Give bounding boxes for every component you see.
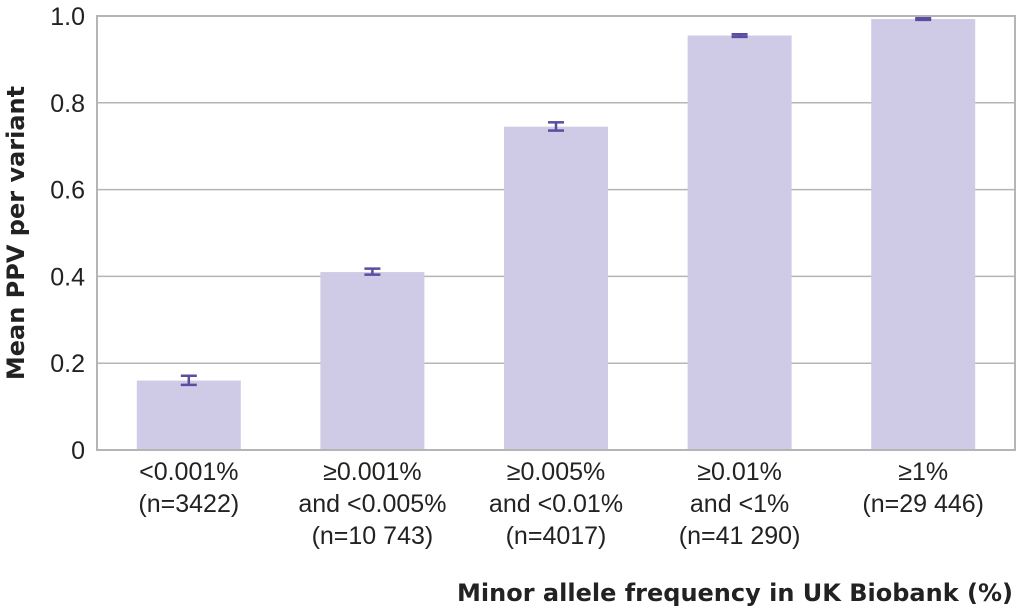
y-tick-label: 0.8: [50, 90, 85, 118]
x-category-label-line: (n=10 743): [312, 522, 434, 550]
error-bar: [364, 267, 381, 276]
y-tick-label: 0.4: [50, 263, 85, 291]
plot-frame: [96, 15, 1016, 451]
y-tick-label: 0.2: [50, 350, 85, 378]
y-tick-label: 0: [71, 437, 85, 465]
y-axis-title: Mean PPV per variant: [2, 86, 30, 380]
x-category-labels: <0.001% (n=3422) ≥0.001% and <0.005% (n=10 7…: [138, 458, 984, 550]
error-bar: [915, 16, 932, 22]
x-category-label-line: ≥0.005%: [507, 458, 606, 486]
y-tick-label: 0.6: [50, 177, 85, 205]
bars: [136, 19, 976, 451]
x-category-label: <0.001% (n=3422): [138, 458, 239, 518]
error-bar: [548, 121, 564, 132]
x-category-label-line: and <0.01%: [489, 490, 623, 518]
bar: [320, 272, 425, 450]
bar: [687, 35, 792, 450]
x-category-label-line: (n=29 446): [862, 490, 984, 518]
x-category-label-line: (n=4017): [506, 522, 607, 550]
y-tick-label: 1.0: [50, 3, 85, 31]
x-category-label: ≥0.005% and <0.01% (n=4017): [489, 458, 623, 550]
y-tick-labels: 0 0.2 0.4 0.6 0.8 1.0: [50, 3, 85, 465]
x-category-label-line: ≥0.001%: [323, 458, 422, 486]
x-category-label-line: and <0.005%: [298, 490, 446, 518]
x-axis-title: Minor allele frequency in UK Biobank (%): [457, 579, 1013, 607]
x-category-label-line: (n=3422): [138, 490, 239, 518]
x-category-label-line: (n=41 290): [679, 522, 801, 550]
bar: [136, 380, 241, 450]
x-category-label: ≥1% (n=29 446): [862, 458, 984, 518]
x-category-label-line: and <1%: [690, 490, 789, 518]
x-category-label-line: ≥1%: [898, 458, 948, 486]
x-category-label: ≥0.001% and <0.005% (n=10 743): [298, 458, 446, 550]
bar: [871, 19, 976, 451]
x-category-label-line: <0.001%: [139, 458, 238, 486]
x-category-label: ≥0.01% and <1% (n=41 290): [679, 458, 801, 550]
error-bar: [731, 32, 748, 39]
error-bars: [180, 16, 932, 387]
bar: [504, 126, 608, 451]
x-category-label-line: ≥0.01%: [697, 458, 782, 486]
error-bar: [180, 374, 197, 387]
